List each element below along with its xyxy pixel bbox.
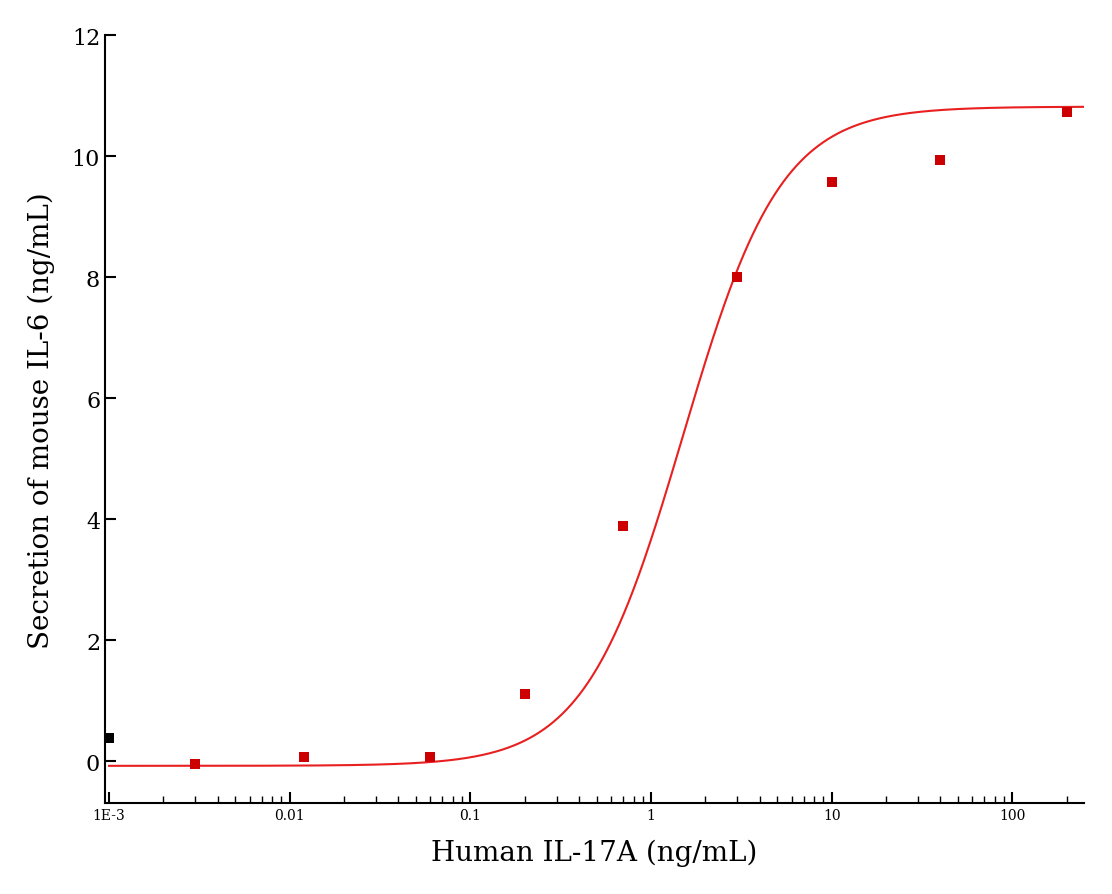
Point: [295, 750, 312, 764]
Y-axis label: Secretion of mouse IL-6 (ng/mL): Secretion of mouse IL-6 (ng/mL): [28, 191, 56, 648]
Point: [516, 687, 534, 702]
Point: [1058, 105, 1075, 120]
Point: [728, 271, 746, 285]
Point: [932, 154, 950, 168]
Point: [187, 757, 205, 772]
Point: [100, 731, 118, 746]
X-axis label: Human IL-17A (ng/mL): Human IL-17A (ng/mL): [431, 839, 757, 866]
Point: [421, 750, 439, 764]
Point: [823, 175, 841, 190]
Point: [614, 519, 632, 534]
